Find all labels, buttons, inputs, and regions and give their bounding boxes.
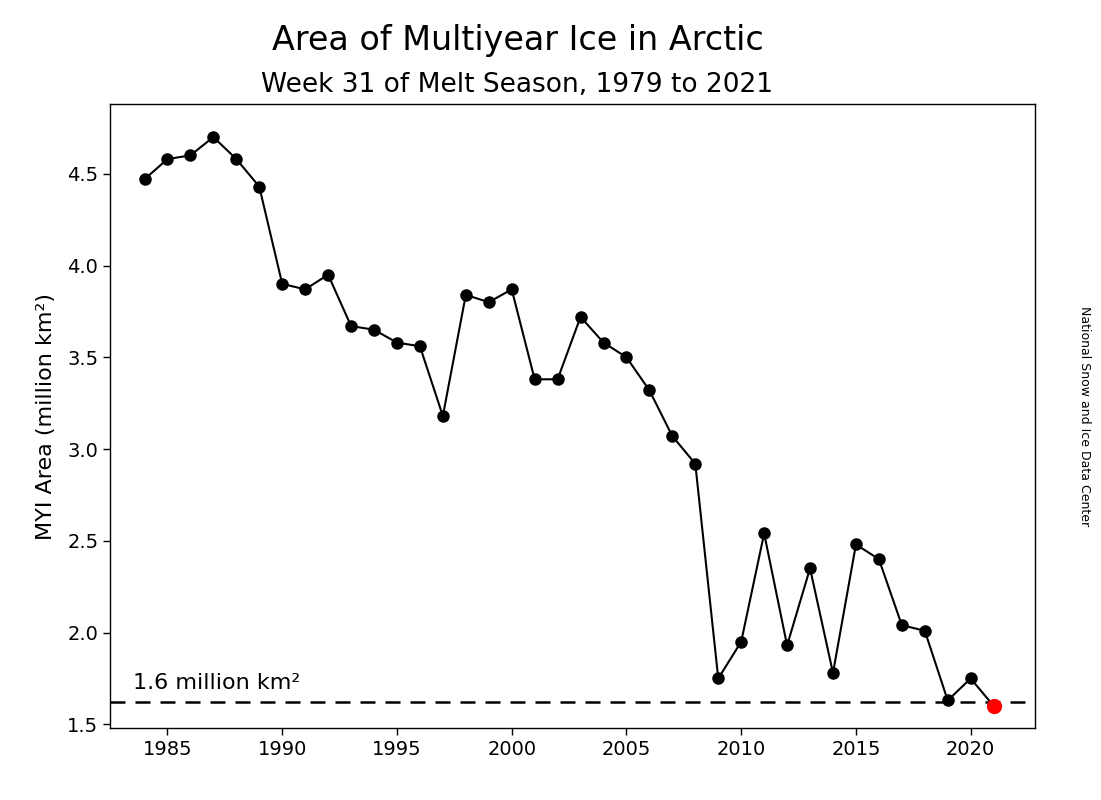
Y-axis label: MYI Area (million km²): MYI Area (million km²) [36, 293, 56, 539]
Text: Week 31 of Melt Season, 1979 to 2021: Week 31 of Melt Season, 1979 to 2021 [261, 72, 774, 98]
Text: Area of Multiyear Ice in Arctic: Area of Multiyear Ice in Arctic [272, 24, 763, 57]
Text: 1.6 million km²: 1.6 million km² [133, 673, 301, 693]
Text: National Snow and Ice Data Center: National Snow and Ice Data Center [1078, 306, 1091, 526]
